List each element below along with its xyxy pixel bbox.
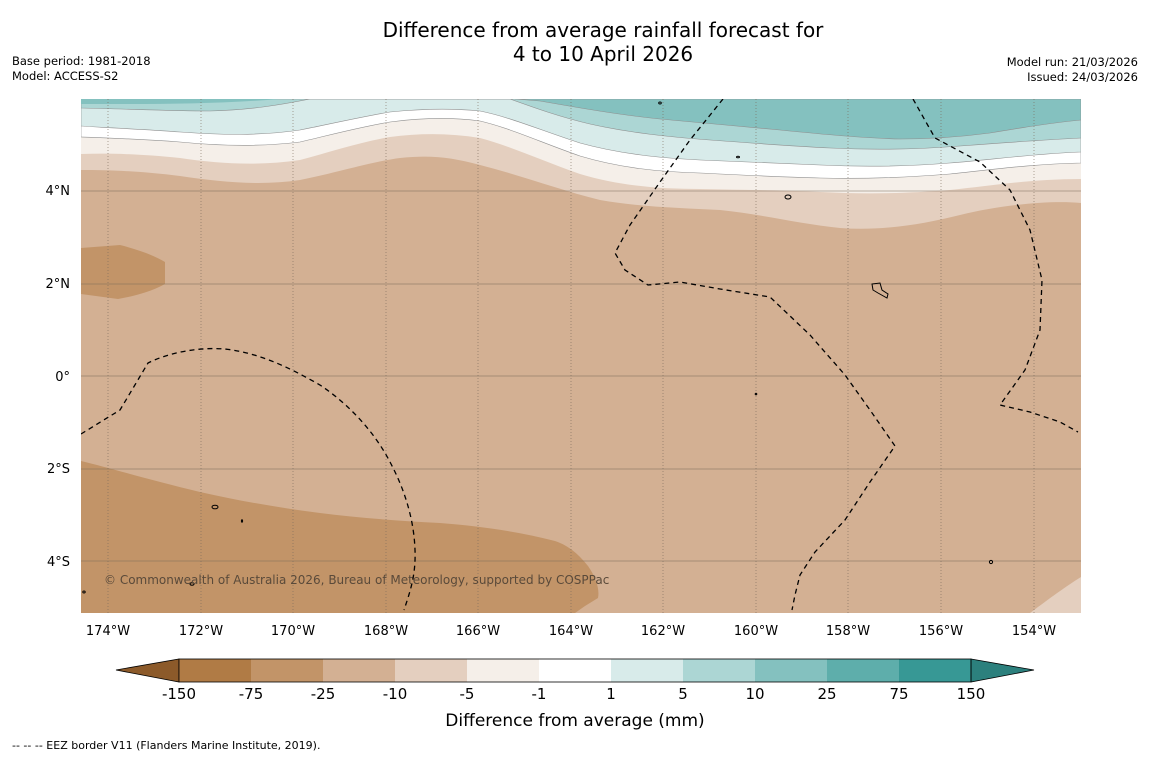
colorbar-title: Difference from average (mm) <box>445 711 704 731</box>
island <box>871 282 889 299</box>
lat-label: 2°S <box>47 462 70 477</box>
islands <box>82 101 994 594</box>
colorbar-tick: -75 <box>239 685 264 703</box>
island <box>189 582 195 586</box>
colorbar-tick: 5 <box>678 685 688 703</box>
latitude-labels: 4°N 2°N 0° 2°S 4°S <box>46 184 71 570</box>
colorbar-extend-high <box>970 658 1035 683</box>
colorbar-tick: -25 <box>311 685 336 703</box>
map-title: Difference from average rainfall forecas… <box>0 18 1150 66</box>
lon-label: 174°W <box>86 624 130 639</box>
island <box>736 155 740 159</box>
gridlines <box>81 99 1081 613</box>
band-teal <box>514 99 1081 140</box>
lon-label: 170°W <box>271 624 315 639</box>
patch-dry-southwest <box>81 461 599 613</box>
colorbar-swatch <box>539 659 611 682</box>
island <box>754 392 758 396</box>
lat-label: 4°S <box>47 555 70 570</box>
colorbar-tick: 1 <box>606 685 616 703</box>
patch-wet-southeast <box>1030 577 1081 613</box>
colorbar-tick: 75 <box>889 685 908 703</box>
colorbar-extend-low <box>115 658 180 683</box>
lon-label: 164°W <box>549 624 593 639</box>
colorbar-tick: -5 <box>460 685 475 703</box>
colorbar: -150 -75 -25 -10 -5 -1 1 5 10 25 75 150 … <box>115 658 1035 731</box>
colorbar-tick: 25 <box>817 685 836 703</box>
island <box>211 504 219 510</box>
colorbar-outline <box>178 658 972 683</box>
title-line-2: 4 to 10 April 2026 <box>512 42 694 66</box>
model-run: Model run: 21/03/2026 <box>1006 55 1138 69</box>
lon-label: 172°W <box>179 624 223 639</box>
colorbar-swatch <box>611 659 683 682</box>
island <box>658 101 662 105</box>
colorbar-tick: 150 <box>957 685 986 703</box>
lon-label: 162°W <box>641 624 685 639</box>
model-name: Model: ACCESS-S2 <box>12 69 119 83</box>
lon-label: 156°W <box>919 624 963 639</box>
lon-label: 160°W <box>734 624 778 639</box>
colorbar-swatch <box>683 659 755 682</box>
colorbar-swatch <box>755 659 827 682</box>
lon-label: 168°W <box>364 624 408 639</box>
eez-borders <box>81 99 1079 611</box>
eez-footnote: -- -- -- EEZ border V11 (Flanders Marine… <box>12 739 321 752</box>
longitude-labels: 174°W 172°W 170°W 168°W 166°W 164°W 162°… <box>86 624 1056 639</box>
colorbar-swatch <box>323 659 395 682</box>
title-line-1: Difference from average rainfall forecas… <box>382 18 824 42</box>
colorbar-swatch <box>251 659 323 682</box>
lon-label: 154°W <box>1012 624 1056 639</box>
colorbar-tick: -10 <box>383 685 408 703</box>
base-period: Base period: 1981-2018 <box>12 54 151 68</box>
colorbar-swatch <box>395 659 467 682</box>
lat-label: 4°N <box>46 184 71 199</box>
colorbar-swatch <box>179 659 251 682</box>
map-plot-area: © Commonwealth of Australia 2026, Bureau… <box>81 99 1081 613</box>
colorbar-tick: -1 <box>532 685 547 703</box>
run-info: Model run: 21/03/2026 Issued: 24/03/2026 <box>1007 55 1138 85</box>
eez-border-west <box>81 347 416 611</box>
colorbar-tick: 10 <box>745 685 764 703</box>
colorbar-swatch <box>899 659 971 682</box>
island <box>240 519 244 523</box>
lat-label: 0° <box>55 370 70 385</box>
issued-date: Issued: 24/03/2026 <box>1027 70 1138 84</box>
colorbar-tick: -150 <box>162 685 196 703</box>
model-info: Base period: 1981-2018 Model: ACCESS-S2 <box>12 54 151 84</box>
patch-dry-west <box>81 245 165 299</box>
lon-label: 158°W <box>826 624 870 639</box>
colorbar-swatch <box>467 659 539 682</box>
colorbar-swatch <box>827 659 899 682</box>
copyright-notice: © Commonwealth of Australia 2026, Bureau… <box>104 573 609 587</box>
lat-label: 2°N <box>46 277 71 292</box>
band-teal-corner <box>81 99 280 104</box>
island <box>82 590 86 594</box>
island <box>988 559 994 565</box>
island <box>784 194 792 200</box>
lon-label: 166°W <box>456 624 500 639</box>
